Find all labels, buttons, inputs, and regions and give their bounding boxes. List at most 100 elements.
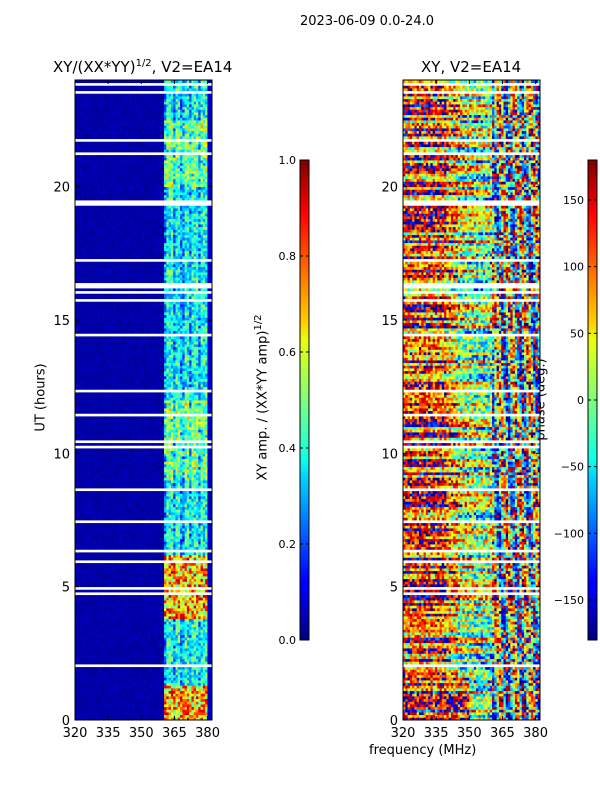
heatmap-cell — [193, 666, 197, 670]
heatmap-cell — [157, 621, 160, 625]
heatmap-cell — [205, 632, 208, 636]
heatmap-cell — [141, 522, 144, 526]
heatmap-cell — [164, 642, 167, 646]
heatmap-cell — [173, 608, 176, 612]
heatmap-cell — [207, 581, 211, 585]
heatmap-cell — [143, 613, 147, 617]
heatmap-cell — [104, 637, 108, 641]
heatmap-cell — [109, 674, 112, 678]
heatmap-cell — [182, 501, 185, 505]
heatmap-cell — [97, 509, 101, 513]
heatmap-cell — [166, 624, 170, 628]
heatmap-cell — [189, 498, 192, 502]
heatmap-cell — [81, 634, 85, 638]
heatmap-cell — [209, 573, 212, 577]
heatmap-cell — [180, 544, 183, 548]
heatmap-cell — [100, 536, 103, 540]
heatmap-cell — [109, 645, 112, 649]
heatmap-cell — [207, 589, 211, 593]
heatmap-cell — [79, 506, 83, 510]
heatmap-cell — [109, 682, 112, 686]
heatmap-cell — [88, 530, 92, 534]
heatmap-cell — [186, 696, 190, 700]
heatmap-cell — [79, 482, 83, 486]
heatmap-cell — [86, 578, 90, 582]
heatmap-cell — [95, 498, 99, 502]
heatmap-cell — [129, 712, 133, 716]
heatmap-cell — [159, 672, 163, 676]
heatmap-cell — [111, 506, 115, 510]
heatmap-cell — [100, 650, 103, 654]
heatmap-cell — [205, 717, 208, 720]
heatmap-cell — [122, 570, 126, 574]
heatmap-cell — [132, 605, 135, 609]
heatmap-cell — [154, 632, 158, 636]
heatmap-cell — [86, 597, 90, 601]
heatmap-cell — [129, 613, 133, 617]
heatmap-cell — [122, 573, 126, 577]
heatmap-cell — [207, 640, 211, 644]
heatmap-cell — [95, 712, 99, 716]
heatmap-cell — [75, 629, 78, 633]
heatmap-cell — [150, 658, 154, 662]
heatmap-cell — [161, 640, 165, 644]
heatmap-cell — [184, 584, 188, 588]
heatmap-cell — [122, 674, 126, 678]
heatmap-cell — [184, 552, 188, 556]
heatmap-cell — [161, 522, 165, 526]
heatmap-cell — [129, 554, 133, 558]
heatmap-cell — [189, 701, 192, 705]
heatmap-cell — [170, 690, 174, 694]
heatmap-cell — [152, 629, 156, 633]
heatmap-cell — [88, 584, 92, 588]
heatmap-cell — [90, 632, 94, 636]
heatmap-cell — [164, 706, 167, 710]
heatmap-cell — [198, 680, 201, 684]
heatmap-cell — [148, 512, 151, 516]
heatmap-cell — [159, 714, 163, 718]
heatmap-cell — [93, 544, 96, 548]
heatmap-cell — [200, 701, 204, 705]
heatmap-cell — [164, 701, 167, 705]
heatmap-cell — [154, 597, 158, 601]
heatmap-cell — [141, 712, 144, 716]
heatmap-cell — [200, 562, 204, 566]
heatmap-cell — [170, 600, 174, 604]
heatmap-cell — [170, 589, 174, 593]
heatmap-cell — [106, 536, 110, 540]
heatmap-cell — [88, 501, 92, 505]
heatmap-cell — [173, 701, 176, 705]
heatmap-cell — [207, 672, 211, 676]
heatmap-cell — [145, 485, 149, 489]
heatmap-cell — [84, 546, 87, 550]
heatmap-cell — [182, 541, 185, 545]
heatmap-cell — [122, 682, 126, 686]
heatmap-cell — [88, 677, 92, 681]
heatmap-cell — [120, 509, 124, 513]
heatmap-cell — [205, 666, 208, 670]
heatmap-cell — [84, 584, 87, 588]
heatmap-cell — [198, 688, 201, 692]
heatmap-cell — [193, 504, 197, 508]
heatmap-cell — [113, 509, 117, 513]
heatmap-cell — [186, 546, 190, 550]
heatmap-cell — [138, 690, 142, 694]
heatmap-cell — [102, 682, 106, 686]
heatmap-cell — [86, 544, 90, 548]
heatmap-cell — [81, 712, 85, 716]
heatmap-cell — [111, 557, 115, 561]
heatmap-cell — [132, 538, 135, 542]
heatmap-cell — [116, 680, 119, 684]
heatmap-cell — [109, 626, 112, 630]
heatmap-cell — [125, 624, 128, 628]
heatmap-cell — [138, 573, 142, 577]
heatmap-cell — [77, 512, 80, 516]
heatmap-cell — [143, 522, 147, 526]
heatmap-cell — [132, 597, 135, 601]
heatmap-cell — [200, 640, 204, 644]
heatmap-cell — [200, 573, 204, 577]
heatmap-cell — [164, 693, 167, 697]
heatmap-cell — [157, 528, 160, 532]
heatmap-cell — [145, 536, 149, 540]
heatmap-cell — [77, 541, 80, 545]
